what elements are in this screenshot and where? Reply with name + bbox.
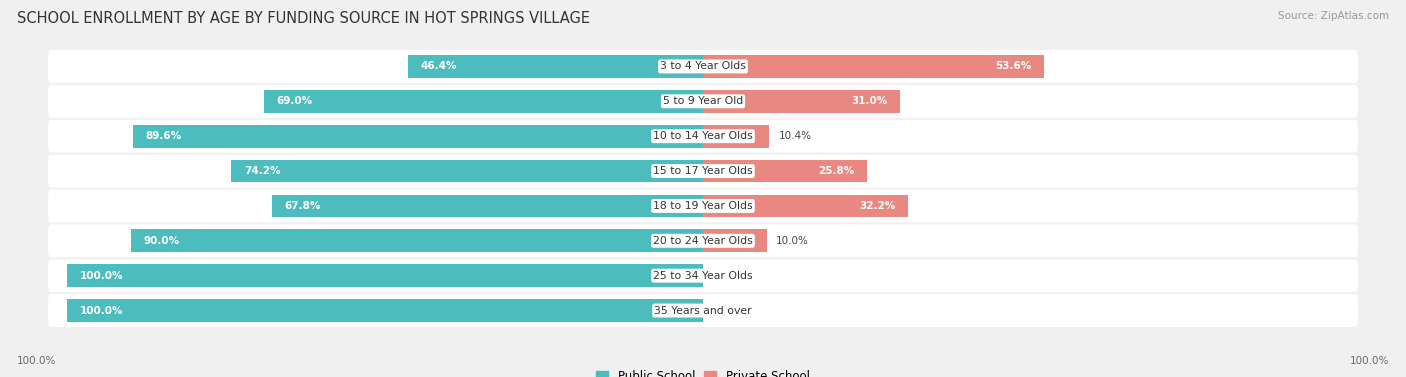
Text: 35 Years and over: 35 Years and over <box>654 305 752 316</box>
Text: 74.2%: 74.2% <box>243 166 280 176</box>
Text: 3 to 4 Year Olds: 3 to 4 Year Olds <box>659 61 747 72</box>
Bar <box>703 160 868 182</box>
Bar <box>703 55 1043 78</box>
Text: 10.4%: 10.4% <box>779 131 811 141</box>
Text: 10.0%: 10.0% <box>776 236 808 246</box>
Bar <box>408 55 703 78</box>
Bar <box>703 230 766 252</box>
Text: 15 to 17 Year Olds: 15 to 17 Year Olds <box>654 166 752 176</box>
Text: 5 to 9 Year Old: 5 to 9 Year Old <box>662 96 744 106</box>
Text: 100.0%: 100.0% <box>80 271 124 281</box>
Text: 100.0%: 100.0% <box>1350 356 1389 366</box>
FancyBboxPatch shape <box>48 259 1358 292</box>
Bar <box>67 299 703 322</box>
FancyBboxPatch shape <box>48 294 1358 327</box>
Bar <box>703 195 908 217</box>
Text: 18 to 19 Year Olds: 18 to 19 Year Olds <box>654 201 752 211</box>
Text: SCHOOL ENROLLMENT BY AGE BY FUNDING SOURCE IN HOT SPRINGS VILLAGE: SCHOOL ENROLLMENT BY AGE BY FUNDING SOUR… <box>17 11 591 26</box>
Text: 89.6%: 89.6% <box>146 131 181 141</box>
Bar <box>271 195 703 217</box>
Bar <box>264 90 703 113</box>
Text: Source: ZipAtlas.com: Source: ZipAtlas.com <box>1278 11 1389 21</box>
FancyBboxPatch shape <box>48 50 1358 83</box>
Text: 32.2%: 32.2% <box>859 201 896 211</box>
Text: 25 to 34 Year Olds: 25 to 34 Year Olds <box>654 271 752 281</box>
Bar <box>134 125 703 147</box>
Text: 67.8%: 67.8% <box>284 201 321 211</box>
Text: 10 to 14 Year Olds: 10 to 14 Year Olds <box>654 131 752 141</box>
Text: 0.0%: 0.0% <box>713 305 738 316</box>
FancyBboxPatch shape <box>48 85 1358 118</box>
Legend: Public School, Private School: Public School, Private School <box>596 371 810 377</box>
Text: 31.0%: 31.0% <box>851 96 887 106</box>
Text: 53.6%: 53.6% <box>995 61 1031 72</box>
Bar <box>703 90 900 113</box>
Text: 90.0%: 90.0% <box>143 236 180 246</box>
Bar <box>231 160 703 182</box>
Bar <box>131 230 703 252</box>
FancyBboxPatch shape <box>48 190 1358 222</box>
Text: 100.0%: 100.0% <box>80 305 124 316</box>
Bar <box>703 125 769 147</box>
Text: 69.0%: 69.0% <box>277 96 314 106</box>
Text: 46.4%: 46.4% <box>420 61 457 72</box>
Bar <box>67 264 703 287</box>
FancyBboxPatch shape <box>48 224 1358 257</box>
Text: 25.8%: 25.8% <box>818 166 855 176</box>
Text: 20 to 24 Year Olds: 20 to 24 Year Olds <box>654 236 752 246</box>
Text: 0.0%: 0.0% <box>713 271 738 281</box>
FancyBboxPatch shape <box>48 155 1358 187</box>
Text: 100.0%: 100.0% <box>17 356 56 366</box>
FancyBboxPatch shape <box>48 120 1358 153</box>
